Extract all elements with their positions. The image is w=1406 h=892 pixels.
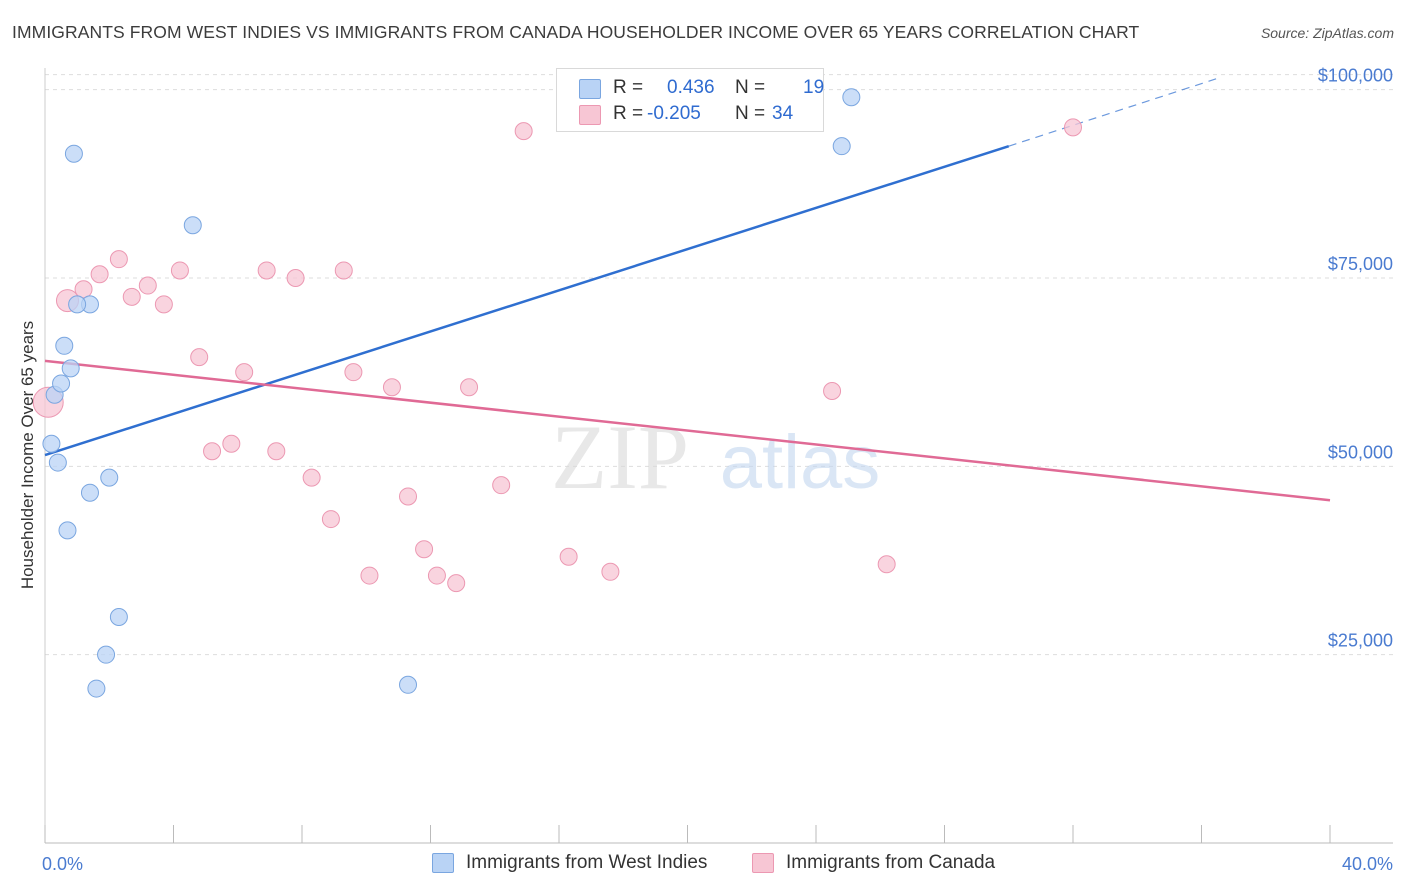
point-canada: [138, 276, 157, 295]
point-canada: [90, 265, 109, 284]
series-swatch-west-indies: [432, 853, 454, 873]
source-label: Source: ZipAtlas.com: [1260, 25, 1394, 41]
points-layer: [32, 88, 1082, 698]
point-canada: [203, 442, 222, 461]
point-canada: [122, 287, 141, 306]
point-canada: [382, 378, 401, 397]
point-west-indies: [100, 468, 119, 487]
point-canada: [235, 363, 254, 382]
point-canada: [267, 442, 286, 461]
point-canada: [344, 363, 363, 382]
legend-r-value-west-indies: 0.436: [667, 77, 715, 98]
point-west-indies: [183, 216, 202, 235]
point-west-indies: [42, 434, 61, 453]
point-canada: [302, 468, 321, 487]
point-canada: [286, 269, 305, 287]
y-axis-title: Householder Income Over 65 years: [18, 321, 37, 589]
point-west-indies: [55, 336, 74, 355]
point-canada: [427, 566, 446, 585]
point-canada: [447, 574, 466, 593]
point-west-indies: [58, 521, 77, 540]
series-swatch-canada: [752, 853, 774, 873]
point-canada: [559, 547, 578, 566]
y-tick-label: $75,000: [1328, 254, 1393, 274]
point-west-indies: [61, 359, 80, 378]
chart-title: IMMIGRANTS FROM WEST INDIES VS IMMIGRANT…: [12, 22, 1140, 42]
point-canada: [321, 510, 340, 529]
point-west-indies: [52, 374, 71, 393]
legend-swatch-canada: [579, 105, 601, 125]
trend-layer: [44, 77, 1331, 502]
point-west-indies: [80, 483, 99, 502]
point-canada: [170, 261, 189, 280]
point-canada: [74, 280, 93, 299]
point-canada: [601, 562, 620, 581]
point-canada: [415, 540, 434, 559]
legend-n-value-west-indies: 19: [803, 77, 825, 98]
series-label-west-indies: Immigrants from West Indies: [466, 852, 708, 873]
point-west-indies: [68, 295, 87, 314]
point-west-indies: [832, 137, 851, 156]
point-canada: [460, 378, 479, 397]
y-tick-label: $100,000: [1318, 66, 1393, 86]
watermark-zip: ZIP: [551, 406, 689, 508]
legend-r-label: R =: [613, 103, 644, 124]
legend-swatch-west-indies: [579, 79, 601, 99]
point-canada: [1064, 118, 1082, 137]
correlation-legend: R = 0.436 N = 19 R = -0.205 N = 34: [556, 68, 824, 132]
point-canada: [514, 122, 533, 141]
legend-n-label: N =: [735, 77, 766, 98]
point-west-indies: [64, 144, 83, 163]
point-canada: [823, 382, 842, 400]
point-west-indies: [842, 88, 861, 107]
x-tick-min: 0.0%: [42, 854, 83, 874]
point-west-indies: [97, 645, 116, 664]
point-canada: [222, 434, 241, 453]
point-canada: [154, 295, 173, 314]
point-canada: [399, 487, 418, 506]
point-west-indies: [87, 679, 106, 698]
legend-r-value-canada: -0.205: [647, 103, 701, 124]
trendline-west-indies: [44, 144, 1010, 457]
point-canada: [190, 348, 209, 367]
point-west-indies: [109, 608, 128, 626]
trendline-canada: [44, 359, 1331, 502]
x-tick-max: 40.0%: [1342, 854, 1393, 874]
point-canada: [877, 555, 896, 574]
watermark-atlas: atlas: [720, 420, 881, 505]
point-canada: [492, 476, 511, 495]
y-tick-label: $50,000: [1328, 442, 1393, 462]
legend-r-label: R =: [613, 77, 644, 98]
trendline-west-indies-extension: [1008, 77, 1218, 147]
point-canada: [334, 261, 353, 280]
point-west-indies: [399, 675, 418, 694]
point-canada: [257, 261, 276, 280]
point-west-indies: [48, 453, 67, 472]
legend-n-label: N =: [735, 103, 766, 124]
axes-layer: $25,000 $50,000 $75,000 $100,000: [44, 66, 1393, 844]
point-canada: [109, 250, 128, 269]
y-tick-label: $25,000: [1328, 631, 1393, 651]
point-canada: [360, 566, 379, 585]
series-label-canada: Immigrants from Canada: [786, 852, 996, 873]
legend-n-value-canada: 34: [772, 103, 794, 124]
